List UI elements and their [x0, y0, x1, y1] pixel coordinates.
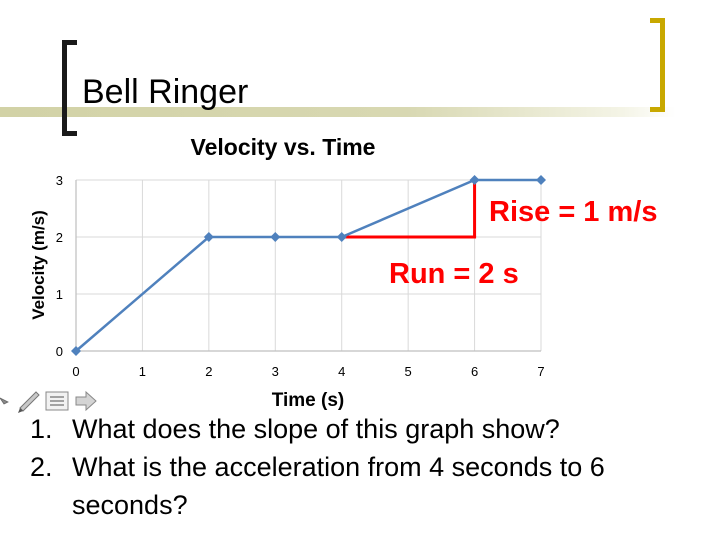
data-point [336, 232, 347, 242]
pointer-icon[interactable] [0, 397, 9, 405]
slide-menu-icon[interactable] [45, 391, 69, 411]
title-bar [0, 107, 676, 117]
data-point [270, 232, 281, 242]
question-number: 2. [30, 452, 53, 482]
question-item: 2. What is the acceleration from 4 secon… [30, 448, 712, 524]
x-tick-label: 7 [537, 364, 544, 379]
x-tick-label: 6 [471, 364, 478, 379]
axis-layer [75, 180, 541, 352]
data-point [469, 175, 480, 185]
title-bracket-right [650, 18, 665, 112]
run-annotation: Run = 2 s [389, 258, 519, 290]
tick-labels: 0 1 2 3 4 5 6 7 0 1 2 3 [56, 173, 545, 379]
annotation-lines [341, 180, 477, 239]
next-arrow-icon[interactable] [75, 390, 97, 412]
y-tick-label: 3 [56, 173, 63, 188]
x-tick-label: 5 [405, 364, 412, 379]
y-axis-label: Velocity (m/s) [29, 210, 48, 320]
data-point [203, 232, 214, 242]
x-tick-label: 4 [338, 364, 345, 379]
x-tick-label: 3 [272, 364, 279, 379]
slide-show-toolbar[interactable] [0, 386, 100, 416]
pen-icon[interactable] [18, 391, 40, 413]
chart-title: Velocity vs. Time [191, 134, 376, 160]
x-tick-label: 0 [72, 364, 79, 379]
question-list: 1. What does the slope of this graph sho… [30, 410, 712, 524]
y-tick-label: 1 [56, 287, 63, 302]
x-axis-label: Time (s) [272, 390, 345, 410]
series-layer [71, 175, 546, 356]
data-point [71, 346, 81, 356]
question-number: 1. [30, 414, 53, 444]
series-line [75, 178, 541, 352]
y-tick-label: 2 [56, 230, 63, 245]
x-tick-label: 2 [205, 364, 212, 379]
y-tick-label: 0 [56, 344, 63, 359]
question-item: 1. What does the slope of this graph sho… [30, 410, 712, 448]
title-bracket-left [62, 40, 77, 136]
question-text: What is the acceleration from 4 seconds … [72, 452, 605, 520]
question-text: What does the slope of this graph show? [72, 414, 560, 444]
data-point [536, 175, 546, 185]
x-tick-label: 1 [139, 364, 146, 379]
slide-title: Bell Ringer [82, 73, 249, 111]
rise-annotation: Rise = 1 m/s [489, 196, 657, 228]
